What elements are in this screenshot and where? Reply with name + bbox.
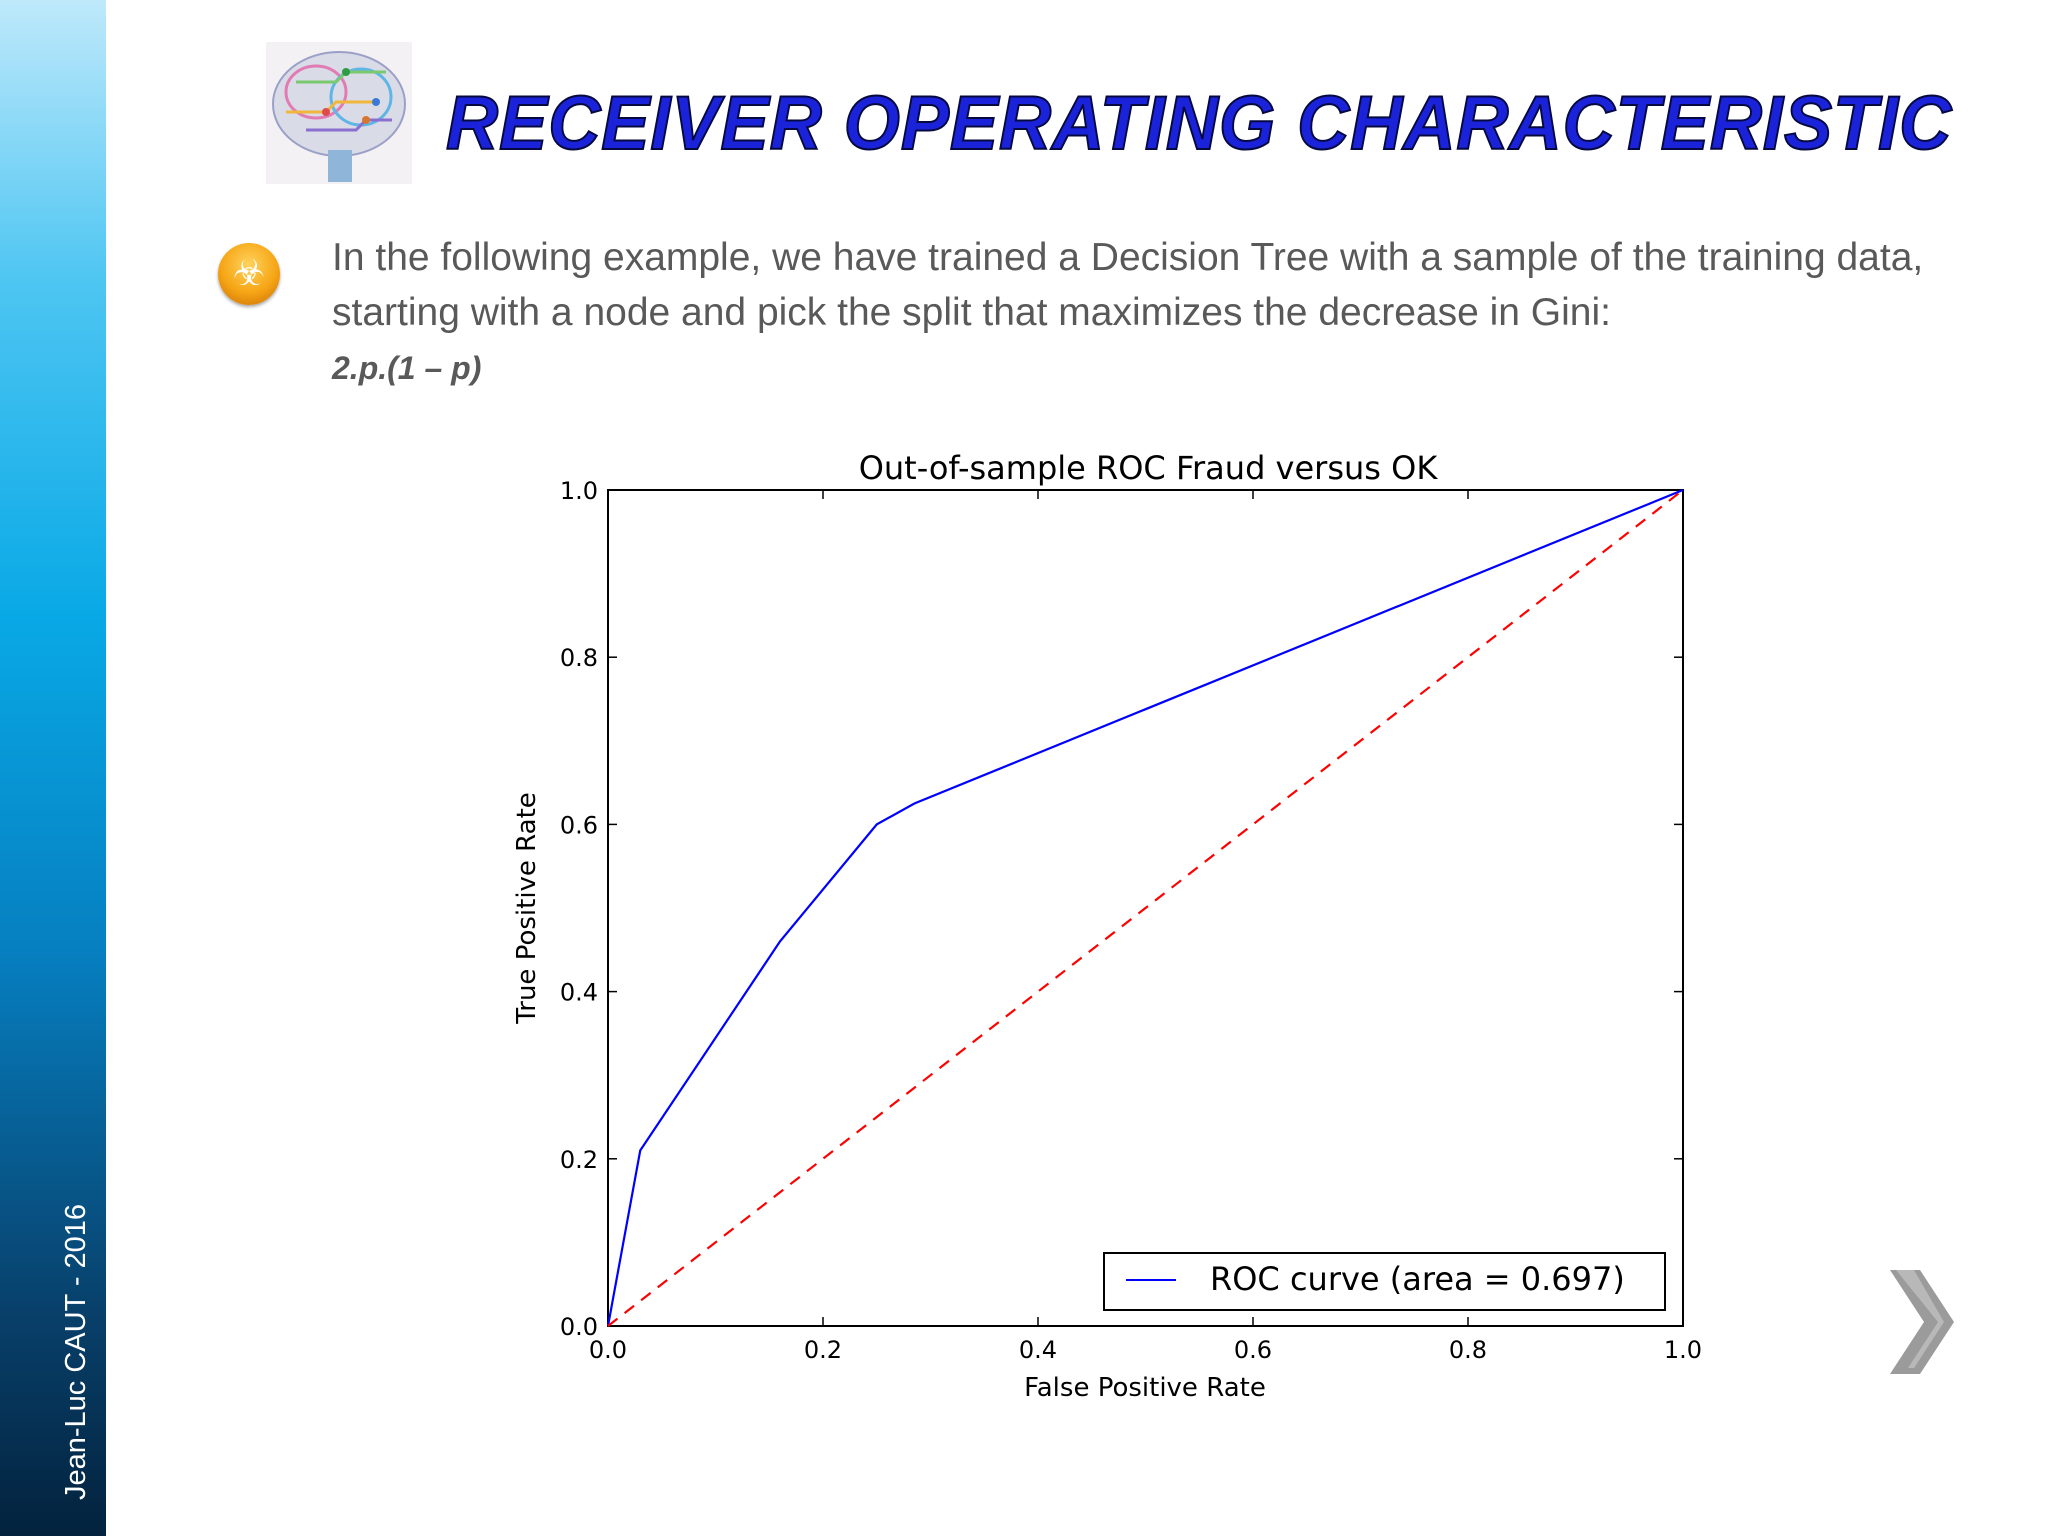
- y-tick-label: 1.0: [560, 477, 598, 505]
- x-tick-label: 1.0: [1664, 1336, 1702, 1364]
- x-tick-label: 0.4: [1019, 1336, 1057, 1364]
- y-axis-label: True Positive Rate: [512, 792, 542, 1025]
- body-paragraph: In the following example, we have traine…: [332, 236, 1924, 334]
- roc-curve-line: [606, 488, 1684, 1327]
- legend: ROC curve (area = 0.697): [1103, 1252, 1666, 1311]
- y-tick-label: 0.4: [560, 979, 598, 1007]
- x-tick-label: 0.6: [1234, 1336, 1272, 1364]
- y-tick-label: 0.0: [560, 1313, 598, 1341]
- gini-formula: 2.p.(1 – p): [332, 350, 482, 386]
- x-axis-label: False Positive Rate: [1024, 1373, 1266, 1403]
- biohazard-icon: ☣: [218, 243, 280, 305]
- x-tick-label: 0.0: [589, 1336, 627, 1364]
- chart-title: Out-of-sample ROC Fraud versus OK: [859, 449, 1439, 487]
- y-tick-label: 0.6: [560, 811, 598, 839]
- slide-title: Receiver Operating Characteristic: [445, 80, 1953, 167]
- legend-label-roc: ROC curve (area = 0.697): [1210, 1260, 1625, 1298]
- y-tick-label: 0.2: [560, 1146, 598, 1174]
- x-tick-label: 0.2: [804, 1336, 842, 1364]
- legend-box: [1103, 1252, 1666, 1311]
- chevron-right-icon[interactable]: [1880, 1264, 1960, 1380]
- chance-diagonal-line: [607, 489, 1684, 1327]
- sidebar-band: Jean-Luc CAUT - 2016: [0, 0, 106, 1536]
- author-credit: Jean-Luc CAUT - 2016: [60, 1203, 92, 1500]
- y-tick-label: 0.8: [560, 644, 598, 672]
- x-tick-label: 0.8: [1449, 1336, 1487, 1364]
- brain-circuit-icon: [266, 42, 412, 184]
- roc-chart: Out-of-sample ROC Fraud versus OK 0.0 0.2…: [490, 440, 1750, 1424]
